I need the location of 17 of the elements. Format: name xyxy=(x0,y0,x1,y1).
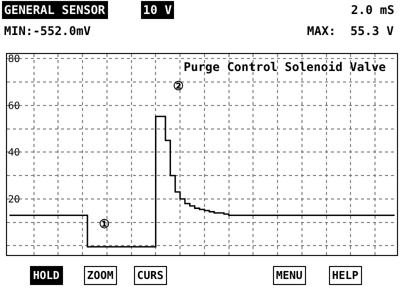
text: 10 V xyxy=(143,3,172,17)
y-tick-label: 20 xyxy=(8,194,20,206)
text: ZOOM xyxy=(87,269,114,282)
text: MAX: 55.3 V xyxy=(307,24,394,38)
annotation: ① xyxy=(99,217,110,231)
text: HELP xyxy=(332,269,359,282)
y-tick-label: 40 xyxy=(8,148,20,159)
y-tick-label: 80 xyxy=(8,54,20,66)
text: GENERAL SENSOR xyxy=(4,3,106,17)
y-tick-label: 60 xyxy=(8,100,20,112)
text: 2.0 mS xyxy=(351,3,394,17)
annotation: ② xyxy=(173,79,184,93)
text: CURS xyxy=(137,269,164,282)
text: HOLD xyxy=(33,269,60,282)
text: MENU xyxy=(276,269,303,282)
text: MIN:-552.0mV xyxy=(4,24,91,38)
text: Purge Control Solenoid Valve xyxy=(184,60,386,74)
